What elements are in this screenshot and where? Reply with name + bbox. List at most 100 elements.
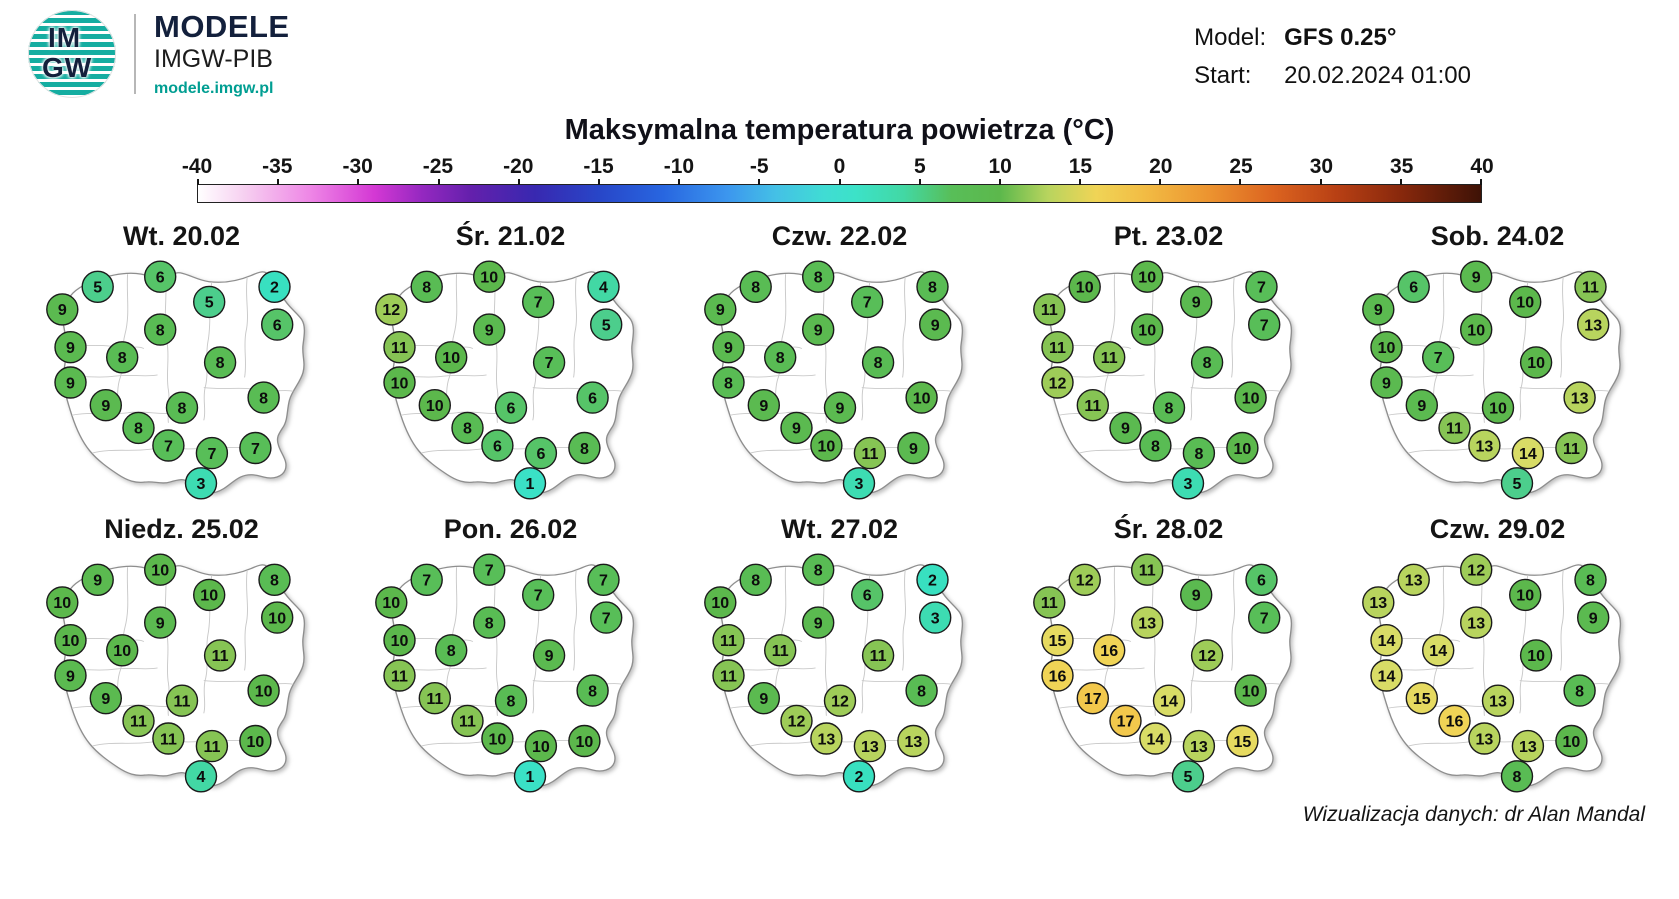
temp-marker bbox=[1032, 586, 1065, 619]
temp-value: 8 bbox=[588, 683, 597, 700]
temp-value: 8 bbox=[134, 421, 143, 438]
colorbar-tick-label: 20 bbox=[1149, 155, 1173, 178]
poland-map: 7 7 7 10 7 8 7 10 8 9 11 11 8 8 11 10 10 10 1 bbox=[374, 553, 634, 793]
map-day-label: Czw. 29.02 bbox=[1429, 514, 1566, 544]
colorbar-tick-label: -30 bbox=[342, 155, 373, 178]
temp-marker bbox=[472, 313, 505, 346]
temp-marker bbox=[165, 391, 198, 424]
temp-value: 12 bbox=[1467, 563, 1485, 580]
temp-marker bbox=[184, 467, 217, 500]
temp-marker bbox=[1179, 578, 1212, 612]
temp-value: 12 bbox=[1048, 375, 1066, 392]
temp-marker bbox=[763, 634, 796, 667]
temp-marker bbox=[521, 578, 554, 612]
temp-value: 3 bbox=[854, 476, 863, 493]
model-info: Model: GFS 0.25° Start: 20.02.2024 01:00 bbox=[1194, 24, 1471, 90]
colorbar-tick-mark bbox=[1399, 179, 1402, 185]
model-value: GFS 0.25° bbox=[1284, 24, 1397, 51]
temp-value: 6 bbox=[536, 446, 545, 463]
temp-marker bbox=[1405, 388, 1438, 422]
temp-marker bbox=[589, 308, 622, 341]
temp-value: 7 bbox=[250, 441, 259, 458]
temp-marker bbox=[1130, 553, 1163, 586]
temp-value: 8 bbox=[506, 694, 515, 711]
temp-value: 11 bbox=[159, 731, 176, 748]
temp-marker bbox=[1190, 639, 1223, 672]
temp-value: 13 bbox=[1519, 739, 1537, 756]
temp-marker bbox=[1437, 704, 1471, 738]
temp-marker bbox=[1397, 270, 1430, 303]
temp-marker bbox=[1519, 346, 1552, 379]
temp-marker bbox=[524, 436, 557, 470]
temp-marker bbox=[1459, 313, 1492, 346]
temp-marker bbox=[1040, 659, 1074, 692]
map-day-label: Czw. 22.02 bbox=[771, 221, 908, 251]
temp-value: 10 bbox=[442, 350, 460, 367]
temp-marker bbox=[1108, 704, 1142, 738]
temp-value: 11 bbox=[1582, 280, 1599, 297]
temp-value: 14 bbox=[1377, 668, 1395, 685]
temp-value: 5 bbox=[1512, 476, 1521, 493]
temp-marker bbox=[195, 729, 228, 763]
colorbar-tick-mark bbox=[1239, 179, 1242, 185]
map-day-label: Sob. 24.02 bbox=[1430, 221, 1565, 251]
colorbar-tick-mark bbox=[758, 179, 761, 185]
temp-marker bbox=[801, 313, 834, 346]
temp-marker bbox=[192, 285, 225, 319]
temp-marker bbox=[165, 684, 198, 717]
temp-value: 7 bbox=[862, 295, 871, 312]
colorbar-tick-label: 35 bbox=[1390, 155, 1414, 178]
temp-value: 13 bbox=[1489, 694, 1507, 711]
temp-marker bbox=[382, 623, 416, 657]
temp-value: 11 bbox=[720, 633, 737, 650]
temp-marker bbox=[450, 411, 484, 445]
temp-value: 7 bbox=[163, 438, 172, 455]
temp-marker bbox=[1182, 729, 1215, 763]
forecast-map-cell: Śr. 28.02 12 11 6 11 9 13 7 15 16 12 16 17 14 10 17 14 1… bbox=[1004, 506, 1333, 799]
temp-marker bbox=[1152, 684, 1185, 717]
colorbar-tick-mark bbox=[918, 179, 921, 185]
temp-value: 8 bbox=[422, 280, 431, 297]
temp-marker bbox=[711, 330, 745, 364]
temp-value: 5 bbox=[204, 295, 213, 312]
temp-marker bbox=[918, 308, 951, 341]
temp-marker bbox=[410, 563, 443, 596]
temp-value: 5 bbox=[1183, 769, 1192, 786]
temp-marker bbox=[1481, 391, 1514, 424]
temp-marker bbox=[1076, 388, 1109, 422]
temperature-colorbar: -40 -35 -30 -25 -20 -15 -10 -5 0 5 10 15 20 25 30 35 40 bbox=[182, 155, 1494, 209]
temp-value: 2 bbox=[928, 573, 937, 590]
poland-map: 9 10 8 10 10 9 10 10 10 11 9 9 11 10 11 11 11 10 4 bbox=[45, 553, 305, 793]
temp-marker bbox=[1171, 467, 1204, 500]
temp-marker bbox=[1068, 563, 1101, 596]
temp-value: 10 bbox=[1233, 441, 1251, 458]
temp-marker bbox=[382, 366, 416, 399]
model-label: Model: bbox=[1194, 24, 1267, 51]
colorbar-tick-mark bbox=[437, 179, 440, 185]
temp-value: 11 bbox=[1446, 421, 1463, 438]
temp-marker bbox=[195, 436, 228, 470]
temp-value: 9 bbox=[835, 401, 844, 418]
temp-value: 10 bbox=[53, 595, 71, 612]
temp-value: 1 bbox=[525, 476, 534, 493]
temp-value: 7 bbox=[601, 610, 610, 627]
brand-name: MODELE bbox=[154, 9, 290, 45]
temp-value: 8 bbox=[270, 573, 279, 590]
poland-map: 10 10 7 11 9 10 7 11 11 8 12 11 8 10 9 8 8 10 3 bbox=[1032, 260, 1292, 500]
temp-value: 8 bbox=[155, 322, 164, 339]
temp-marker bbox=[915, 270, 949, 303]
temp-marker bbox=[1421, 341, 1454, 374]
temp-value: 10 bbox=[1489, 401, 1507, 418]
temp-value: 9 bbox=[813, 615, 822, 632]
temp-marker bbox=[1437, 411, 1471, 445]
temp-value: 9 bbox=[66, 668, 75, 685]
colorbar-tick-label: -10 bbox=[663, 155, 695, 178]
temp-marker bbox=[1554, 431, 1588, 465]
colorbar-tick-label: 10 bbox=[988, 155, 1012, 178]
temp-value: 8 bbox=[775, 350, 784, 367]
temp-marker bbox=[1247, 601, 1280, 634]
brand-text: MODELE IMGW-PIB modele.imgw.pl bbox=[154, 10, 290, 97]
temp-value: 10 bbox=[268, 610, 286, 627]
map-day-label: Śr. 21.02 bbox=[455, 221, 566, 251]
map-day-label: Śr. 28.02 bbox=[1113, 514, 1224, 544]
